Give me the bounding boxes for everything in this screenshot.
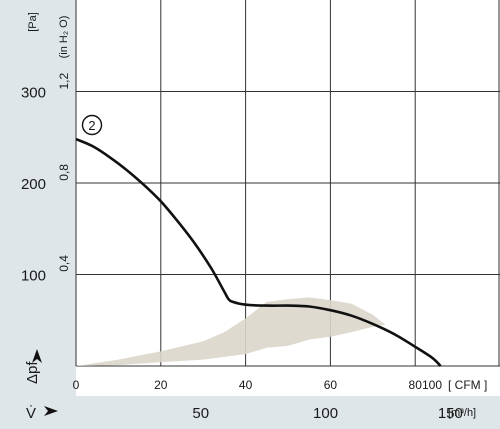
y-axis-arrow-icon xyxy=(32,349,42,363)
y-ticks-inh2o: 0,4 0,8 1,2 xyxy=(57,72,71,271)
unit-cfm: [ CFM ] xyxy=(448,378,487,392)
y-ticks-pa: 100 200 300 xyxy=(21,85,46,285)
unit-pa: [Pa] xyxy=(27,12,39,32)
bottom-axis-panel xyxy=(0,396,500,429)
x-tick-cfm-3: 60 xyxy=(324,378,338,392)
y-tick-pa-0: 100 xyxy=(21,268,46,285)
curve-2 xyxy=(75,137,442,367)
operating-range-area xyxy=(76,297,386,366)
x-tick-m3h-1: 100 xyxy=(313,405,338,422)
unit-inh2o: (in H₂ O) xyxy=(58,16,70,59)
y-tick-inh2o-2: 1,2 xyxy=(57,72,71,89)
x-axis-symbol: V̇ xyxy=(26,405,36,422)
x-tick-cfm-end: 100 xyxy=(422,378,442,392)
unit-m3h: [m³/h] xyxy=(448,407,476,419)
y-axis-symbol: Δpf xyxy=(24,361,41,384)
y-tick-pa-1: 200 xyxy=(21,176,46,193)
curve-label-badge: 2 xyxy=(81,114,103,136)
y-axis-symbol-group: Δpf xyxy=(24,349,42,384)
x-ticks-m3h: 50 100 150 xyxy=(192,405,462,422)
x-tick-cfm-4: 80 xyxy=(409,378,423,392)
x-axis-arrow-icon xyxy=(44,406,58,416)
x-tick-cfm-2: 40 xyxy=(239,378,253,392)
y-tick-pa-2: 300 xyxy=(21,85,46,102)
x-tick-cfm-1: 20 xyxy=(154,378,168,392)
x-tick-m3h-2: 150 xyxy=(438,405,463,422)
x-tick-m3h-0: 50 xyxy=(192,405,209,422)
x-tick-cfm-0: 0 xyxy=(73,378,80,392)
y-tick-inh2o-1: 0,8 xyxy=(57,164,71,181)
x-axis-symbol-group: V̇ xyxy=(26,405,58,422)
curve-label: 2 xyxy=(88,118,95,133)
x-ticks-cfm: 0 20 40 60 80 100 xyxy=(73,378,443,392)
y-tick-inh2o-0: 0,4 xyxy=(57,255,71,272)
